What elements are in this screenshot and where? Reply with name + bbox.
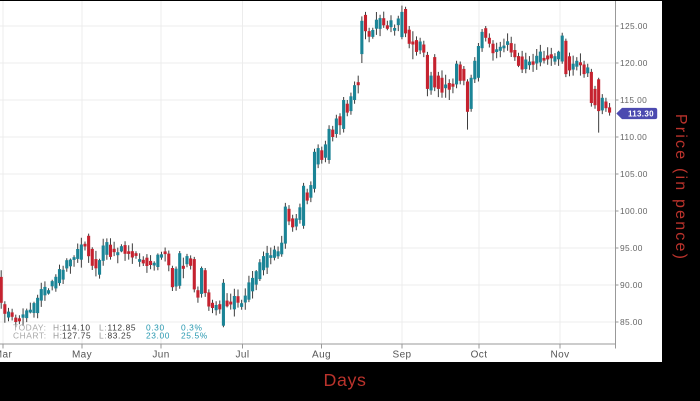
svg-text:114.10: 114.10	[62, 323, 91, 333]
svg-text:Nov: Nov	[551, 350, 570, 361]
svg-text:110.00: 110.00	[620, 132, 647, 142]
svg-text:23.00: 23.00	[146, 331, 170, 341]
svg-text:90.00: 90.00	[620, 280, 643, 290]
svg-text:May: May	[72, 350, 92, 361]
svg-text:100.00: 100.00	[620, 206, 648, 216]
svg-text:Mar: Mar	[0, 350, 12, 361]
svg-text:Jul: Jul	[236, 350, 250, 361]
svg-text:115.00: 115.00	[620, 95, 647, 105]
svg-text:125.00: 125.00	[620, 21, 648, 31]
svg-text:95.00: 95.00	[620, 243, 643, 253]
svg-text:L:: L:	[99, 323, 107, 333]
svg-text:0.3%: 0.3%	[181, 323, 203, 333]
svg-text:Price (in pence): Price (in pence)	[672, 114, 689, 261]
svg-text:25.5%: 25.5%	[181, 331, 208, 341]
svg-text:85.00: 85.00	[620, 317, 643, 327]
svg-text:83.25: 83.25	[108, 331, 132, 341]
svg-text:Oct: Oct	[471, 350, 488, 361]
svg-text:CHART:: CHART:	[13, 331, 47, 341]
svg-text:120.00: 120.00	[620, 58, 648, 68]
svg-text:Aug: Aug	[312, 350, 331, 361]
svg-text:127.75: 127.75	[62, 331, 91, 341]
svg-text:Sep: Sep	[393, 350, 412, 361]
svg-text:H:: H:	[53, 331, 63, 341]
svg-text:H:: H:	[53, 323, 63, 333]
svg-text:113.30: 113.30	[628, 110, 654, 119]
svg-text:112.85: 112.85	[108, 323, 137, 333]
svg-text:0.30: 0.30	[146, 323, 165, 333]
svg-text:Days: Days	[324, 370, 367, 390]
svg-text:105.00: 105.00	[620, 169, 648, 179]
svg-text:Jun: Jun	[152, 350, 169, 361]
svg-text:L:: L:	[99, 331, 107, 341]
svg-text:TODAY:: TODAY:	[13, 323, 47, 333]
